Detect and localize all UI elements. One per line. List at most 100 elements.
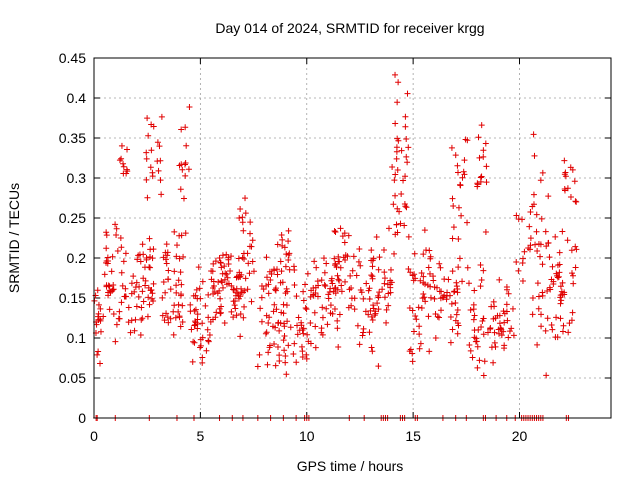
data-point bbox=[125, 319, 132, 326]
data-point bbox=[550, 278, 557, 285]
data-point bbox=[143, 255, 150, 262]
data-point bbox=[319, 314, 326, 321]
data-point bbox=[448, 300, 455, 307]
data-point bbox=[149, 255, 156, 262]
data-point bbox=[348, 302, 355, 309]
data-point bbox=[280, 310, 287, 317]
data-point bbox=[135, 293, 142, 300]
data-point bbox=[559, 228, 566, 235]
data-point bbox=[159, 312, 166, 319]
data-point bbox=[357, 287, 364, 294]
data-point bbox=[381, 275, 388, 282]
data-point bbox=[187, 301, 194, 308]
data-point bbox=[436, 260, 443, 267]
data-point bbox=[298, 343, 305, 350]
data-point bbox=[356, 245, 363, 252]
data-point bbox=[118, 155, 125, 162]
data-point bbox=[527, 209, 534, 216]
data-point bbox=[244, 250, 251, 257]
data-point bbox=[452, 317, 459, 324]
data-point bbox=[503, 284, 510, 291]
data-point bbox=[381, 269, 388, 276]
data-point bbox=[375, 363, 382, 370]
data-point bbox=[519, 216, 526, 223]
data-point bbox=[95, 348, 102, 355]
data-point bbox=[527, 242, 534, 249]
data-point bbox=[453, 283, 460, 290]
data-point bbox=[103, 232, 110, 239]
data-point bbox=[403, 153, 410, 160]
data-point bbox=[426, 270, 433, 277]
data-point bbox=[112, 221, 119, 228]
data-point bbox=[307, 293, 314, 300]
data-point bbox=[390, 201, 397, 208]
data-point bbox=[495, 330, 502, 337]
data-point bbox=[470, 306, 477, 313]
data-point bbox=[562, 169, 569, 176]
data-point bbox=[497, 325, 504, 332]
data-points bbox=[91, 71, 580, 421]
data-point bbox=[569, 309, 576, 316]
data-point bbox=[113, 225, 120, 232]
data-point bbox=[147, 246, 154, 253]
data-point bbox=[370, 302, 377, 309]
data-point bbox=[348, 284, 355, 291]
data-point bbox=[332, 284, 339, 291]
data-point bbox=[416, 331, 423, 338]
data-point bbox=[279, 242, 286, 249]
data-point bbox=[136, 251, 143, 258]
data-point bbox=[471, 334, 478, 341]
data-point bbox=[281, 320, 288, 327]
data-point bbox=[505, 334, 512, 341]
data-point bbox=[199, 359, 206, 366]
data-point bbox=[480, 153, 487, 160]
data-point bbox=[260, 286, 267, 293]
y-tick-label: 0.45 bbox=[59, 50, 86, 66]
data-point bbox=[519, 278, 526, 285]
data-point bbox=[459, 278, 466, 285]
data-point bbox=[411, 328, 418, 335]
data-point bbox=[177, 186, 184, 193]
data-point bbox=[513, 258, 520, 265]
y-tick-label: 0.4 bbox=[67, 90, 87, 106]
data-point bbox=[449, 268, 456, 275]
data-point bbox=[383, 306, 390, 313]
data-point bbox=[179, 319, 186, 326]
data-point bbox=[173, 289, 180, 296]
data-point bbox=[346, 286, 353, 293]
data-point bbox=[466, 341, 473, 348]
data-point bbox=[415, 304, 422, 311]
data-point bbox=[332, 260, 339, 267]
data-point bbox=[477, 283, 484, 290]
data-point bbox=[271, 267, 278, 274]
data-point bbox=[177, 292, 184, 299]
data-point bbox=[276, 357, 283, 364]
data-point bbox=[285, 227, 292, 234]
data-point bbox=[219, 284, 226, 291]
data-point bbox=[464, 137, 471, 144]
data-point bbox=[124, 146, 131, 153]
data-point bbox=[199, 320, 206, 327]
data-point bbox=[543, 243, 550, 250]
data-point bbox=[274, 271, 281, 278]
data-point bbox=[368, 313, 375, 320]
data-point bbox=[230, 314, 237, 321]
data-point bbox=[572, 243, 579, 250]
data-point bbox=[546, 254, 553, 261]
data-point bbox=[236, 214, 243, 221]
data-point bbox=[281, 332, 288, 339]
data-point bbox=[534, 341, 541, 348]
data-point bbox=[217, 309, 224, 316]
data-point bbox=[427, 294, 434, 301]
data-point bbox=[342, 278, 349, 285]
data-point bbox=[464, 219, 471, 226]
data-point bbox=[240, 314, 247, 321]
data-point bbox=[387, 266, 394, 273]
data-point bbox=[235, 291, 242, 298]
data-point bbox=[544, 315, 551, 322]
data-point bbox=[483, 179, 490, 186]
data-point bbox=[409, 307, 416, 314]
data-point bbox=[476, 154, 483, 161]
data-point bbox=[560, 322, 567, 329]
data-point bbox=[403, 204, 410, 211]
